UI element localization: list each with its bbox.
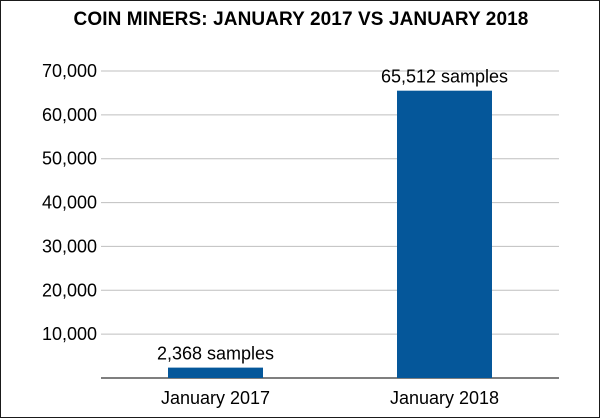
y-tick-label: 30,000 bbox=[42, 236, 97, 256]
y-tick-label: 70,000 bbox=[42, 61, 97, 81]
x-tick-label: January 2017 bbox=[161, 388, 270, 408]
data-label: 65,512 samples bbox=[381, 67, 508, 87]
y-tick-label: 60,000 bbox=[42, 105, 97, 125]
chart-title: COIN MINERS: JANUARY 2017 VS JANUARY 201… bbox=[73, 9, 529, 30]
bar bbox=[168, 367, 263, 378]
y-tick-label: 50,000 bbox=[42, 149, 97, 169]
y-tick-label: 20,000 bbox=[42, 280, 97, 300]
bar bbox=[397, 90, 492, 379]
y-tick-label: 10,000 bbox=[42, 324, 97, 344]
data-label: 2,368 samples bbox=[157, 344, 274, 364]
y-tick-label: 40,000 bbox=[42, 193, 97, 213]
x-tick-label: January 2018 bbox=[390, 388, 499, 408]
